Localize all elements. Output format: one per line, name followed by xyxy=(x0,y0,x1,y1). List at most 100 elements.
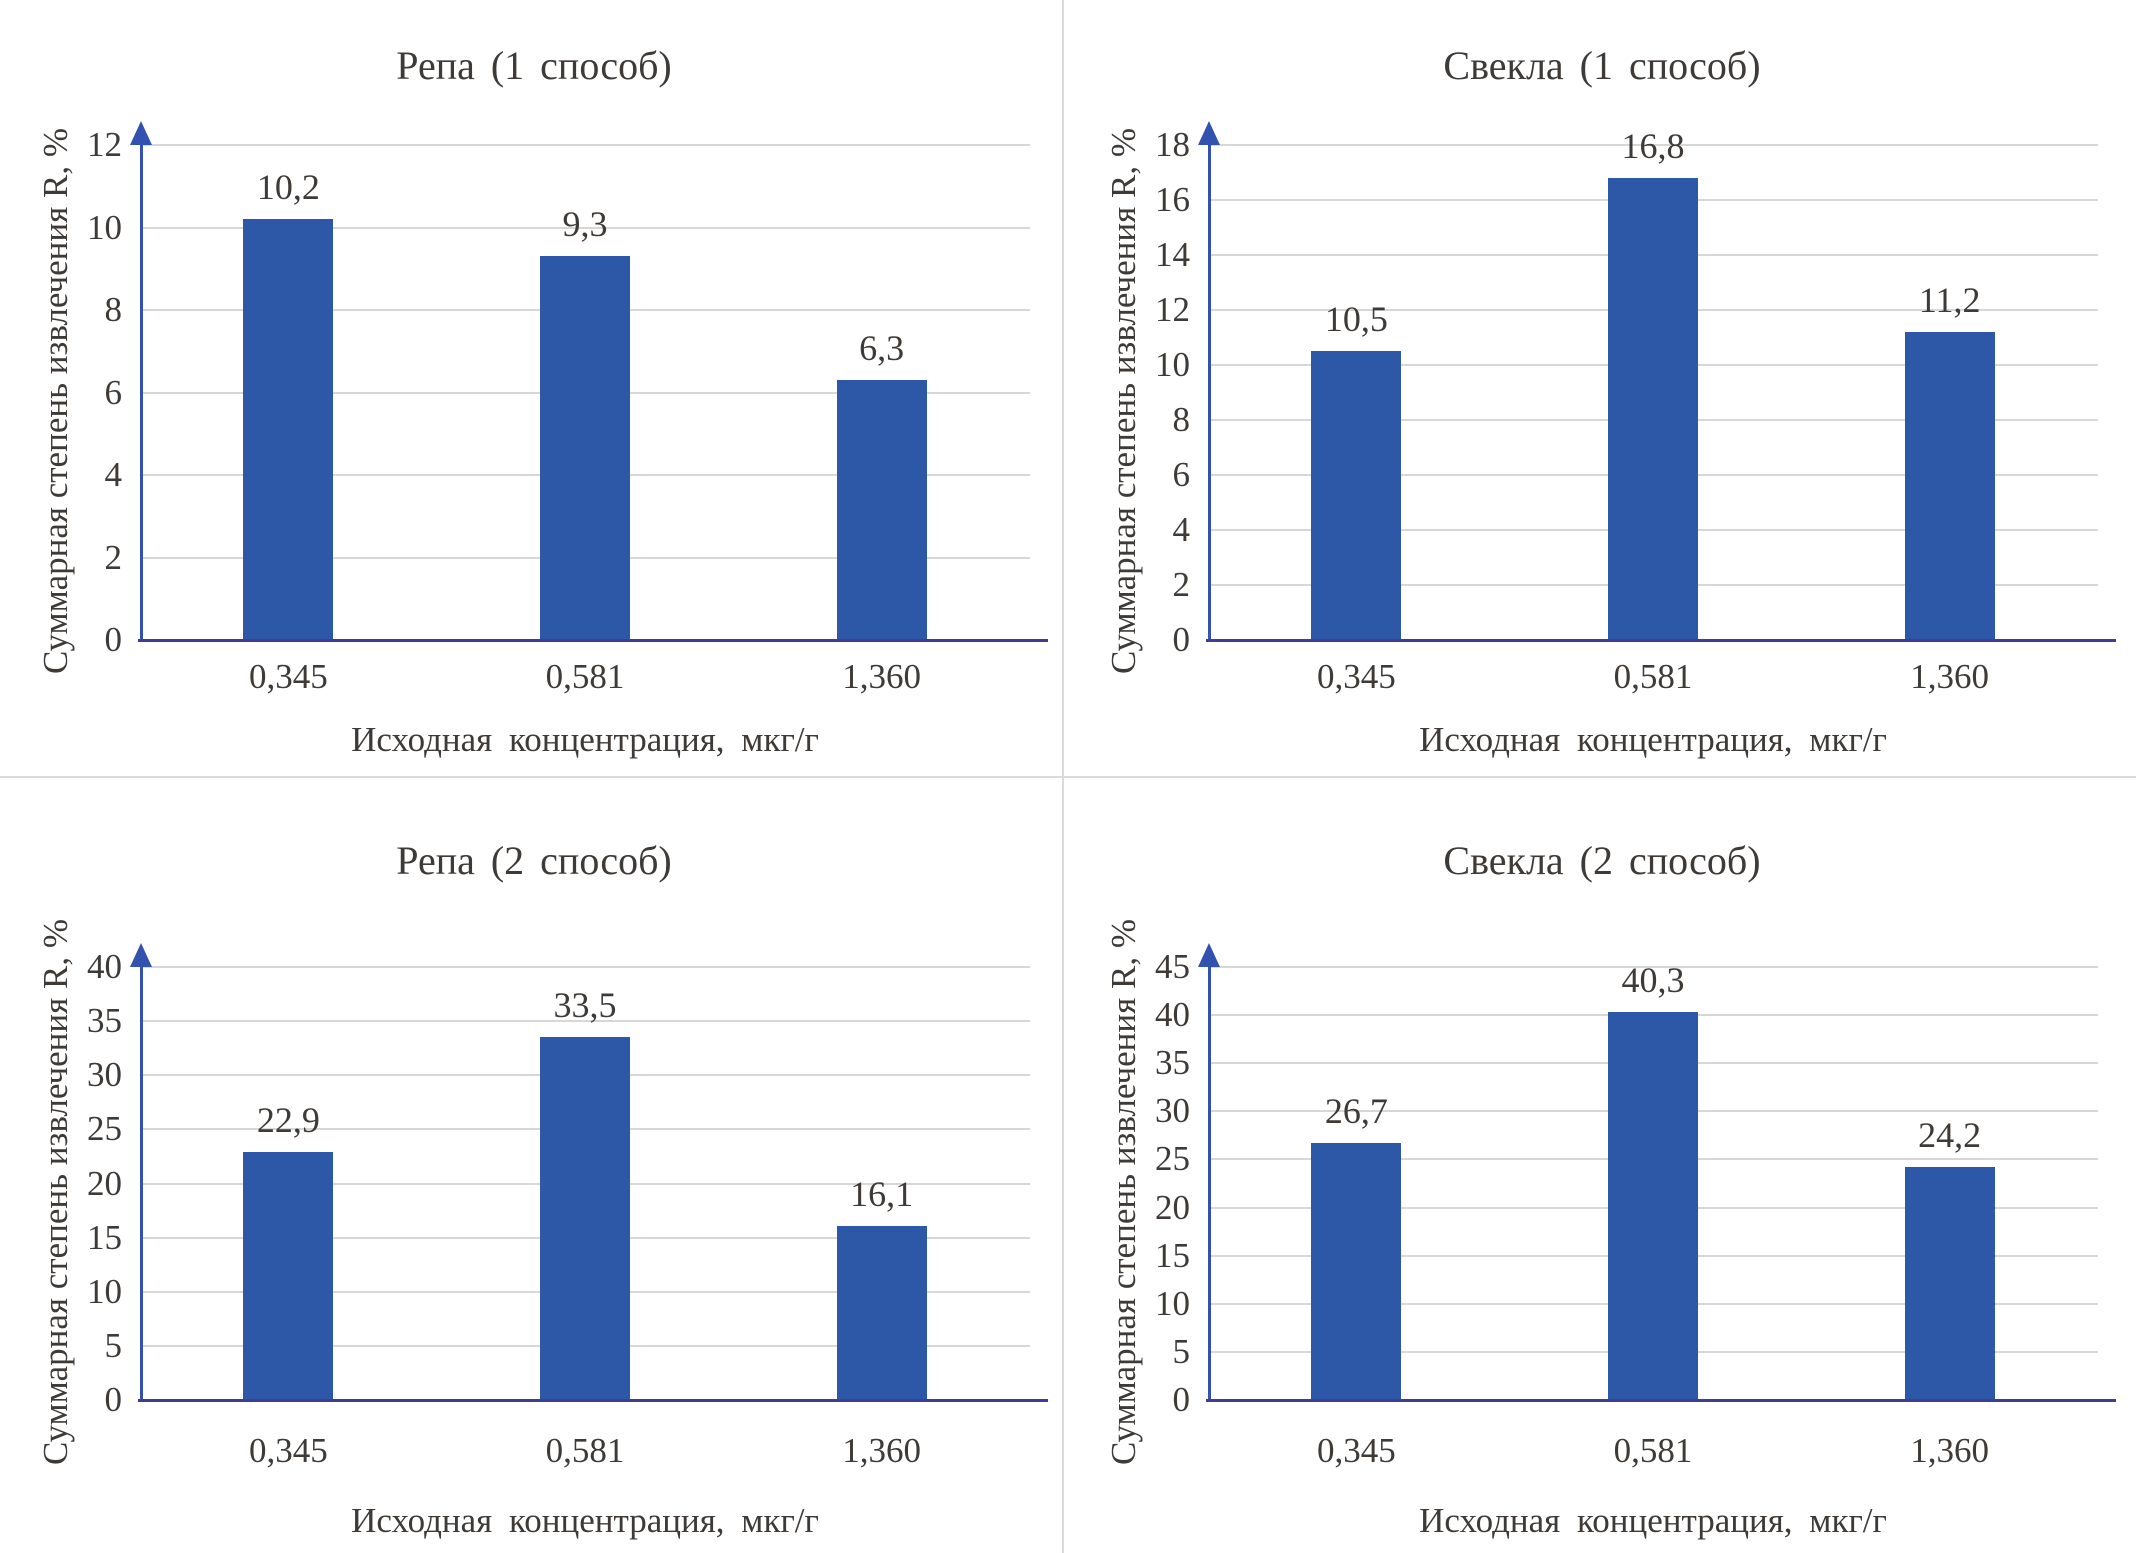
bar xyxy=(243,219,334,640)
y-tick-label: 10 xyxy=(1155,345,1190,384)
bar xyxy=(1904,1167,1995,1400)
gridline xyxy=(141,1020,1030,1023)
y-tick-label: 25 xyxy=(87,1109,122,1149)
gridline xyxy=(141,966,1030,968)
y-tick-label: 25 xyxy=(1155,1139,1190,1179)
x-tick-label: 0,345 xyxy=(1316,657,1396,696)
bar xyxy=(836,380,927,640)
chart-quadrant-3: Свекла (2 способ) Суммарная степень извле… xyxy=(1068,777,2136,1553)
y-tick-label: 18 xyxy=(1155,125,1190,164)
y-tick-label: 40 xyxy=(87,947,122,986)
chart-title: Репа (2 способ) xyxy=(396,838,672,883)
chart-quadrant-0: Репа (1 способ) Суммарная степень извлече… xyxy=(0,0,1068,776)
chart-title: Свекла (2 способ) xyxy=(1443,838,1761,883)
y-tick-label: 8 xyxy=(1172,400,1191,439)
y-axis-line xyxy=(140,965,143,1402)
bar-value-label: 24,2 xyxy=(1918,1115,1982,1156)
y-tick-label: 15 xyxy=(87,1217,122,1257)
x-axis-line xyxy=(138,1399,1048,1402)
x-axis-line xyxy=(138,639,1048,642)
chart-title: Репа (1 способ) xyxy=(396,43,672,88)
bar-value-label: 16,8 xyxy=(1621,126,1685,166)
x-tick-label: 0,345 xyxy=(248,1431,328,1470)
y-tick-label: 30 xyxy=(1155,1091,1190,1131)
y-axis-line xyxy=(1208,965,1211,1402)
x-axis-line xyxy=(1206,1399,2116,1402)
y-tick-label: 35 xyxy=(1155,1043,1190,1083)
bar-value-label: 11,2 xyxy=(1918,280,1981,320)
bar-value-label: 16,1 xyxy=(850,1173,914,1214)
y-tick-label: 45 xyxy=(1155,947,1190,986)
bar-value-label: 26,7 xyxy=(1324,1091,1388,1132)
bar-value-label: 6,3 xyxy=(859,328,905,369)
y-tick-label: 0 xyxy=(104,1380,123,1419)
y-tick-label: 20 xyxy=(87,1163,122,1203)
y-tick-label: 12 xyxy=(1155,290,1190,329)
bar xyxy=(1608,178,1698,640)
x-tick-label: 0,581 xyxy=(545,1431,625,1470)
horizontal-divider xyxy=(0,776,2136,778)
axis-arrow-icon xyxy=(130,943,152,967)
y-tick-label: 4 xyxy=(1172,510,1191,549)
x-tick-label: 0,581 xyxy=(1613,657,1693,696)
x-axis-title: Исходная концентрация, мкг/г xyxy=(351,1501,819,1540)
bar xyxy=(243,1152,334,1400)
gridline xyxy=(141,226,1030,229)
y-tick-label: 40 xyxy=(1155,995,1190,1035)
y-tick-label: 6 xyxy=(1172,455,1191,494)
y-tick-label: 4 xyxy=(104,455,123,494)
y-tick-label: 8 xyxy=(104,290,123,329)
y-tick-label: 16 xyxy=(1155,180,1190,219)
chart-quadrant-1: Свекла (1 способ) Суммарная степень извле… xyxy=(1068,0,2136,776)
x-tick-label: 0,581 xyxy=(545,657,625,696)
y-tick-label: 10 xyxy=(1155,1283,1190,1323)
bar xyxy=(1311,351,1402,640)
y-tick-label: 30 xyxy=(87,1055,122,1095)
bar-value-label: 33,5 xyxy=(553,985,617,1026)
axis-arrow-icon xyxy=(1198,121,1220,145)
axis-arrow-icon xyxy=(1198,943,1220,967)
y-tick-label: 6 xyxy=(104,372,123,412)
y-tick-label: 5 xyxy=(104,1325,123,1365)
chart-quadrant-2: Репа (2 способ) Суммарная степень извлече… xyxy=(0,777,1068,1553)
bar xyxy=(540,256,630,640)
x-tick-label: 1,360 xyxy=(842,1431,922,1470)
y-tick-label: 15 xyxy=(1155,1235,1190,1275)
bar xyxy=(1311,1143,1402,1400)
bar xyxy=(1608,1012,1698,1400)
y-tick-label: 0 xyxy=(1172,620,1191,659)
x-axis-title: Исходная концентрация, мкг/г xyxy=(1419,720,1887,759)
gridline xyxy=(1209,966,2098,968)
x-tick-label: 0,345 xyxy=(1316,1431,1396,1470)
x-axis-title: Исходная концентрация, мкг/г xyxy=(1419,1501,1887,1540)
x-tick-label: 1,360 xyxy=(1910,657,1990,696)
y-axis-line xyxy=(140,143,143,642)
y-tick-label: 10 xyxy=(87,1271,122,1311)
y-tick-label: 10 xyxy=(87,207,122,247)
y-tick-label: 14 xyxy=(1155,235,1190,274)
y-axis-line xyxy=(1208,143,1211,642)
y-tick-label: 5 xyxy=(1172,1331,1191,1371)
y-tick-label: 2 xyxy=(104,537,123,577)
bar xyxy=(540,1037,630,1400)
chart-title: Свекла (1 способ) xyxy=(1443,43,1761,88)
x-tick-label: 0,581 xyxy=(1613,1431,1693,1470)
bar-value-label: 10,2 xyxy=(256,167,320,208)
y-tick-label: 35 xyxy=(87,1001,122,1041)
axis-arrow-icon xyxy=(130,121,152,145)
x-tick-label: 1,360 xyxy=(1910,1431,1990,1470)
y-tick-label: 12 xyxy=(87,125,122,164)
bar-value-label: 40,3 xyxy=(1621,960,1685,1001)
y-tick-label: 2 xyxy=(1172,565,1191,604)
bar-value-label: 22,9 xyxy=(256,1100,320,1141)
bar xyxy=(836,1225,927,1400)
x-axis-line xyxy=(1206,639,2116,642)
x-axis-title: Исходная концентрация, мкг/г xyxy=(351,720,819,759)
x-tick-label: 0,345 xyxy=(248,657,328,696)
y-tick-label: 0 xyxy=(1172,1380,1191,1419)
y-tick-label: 20 xyxy=(1155,1187,1190,1227)
bar-value-label: 9,3 xyxy=(562,204,608,245)
gridline xyxy=(141,144,1030,146)
bar xyxy=(1904,332,1995,640)
